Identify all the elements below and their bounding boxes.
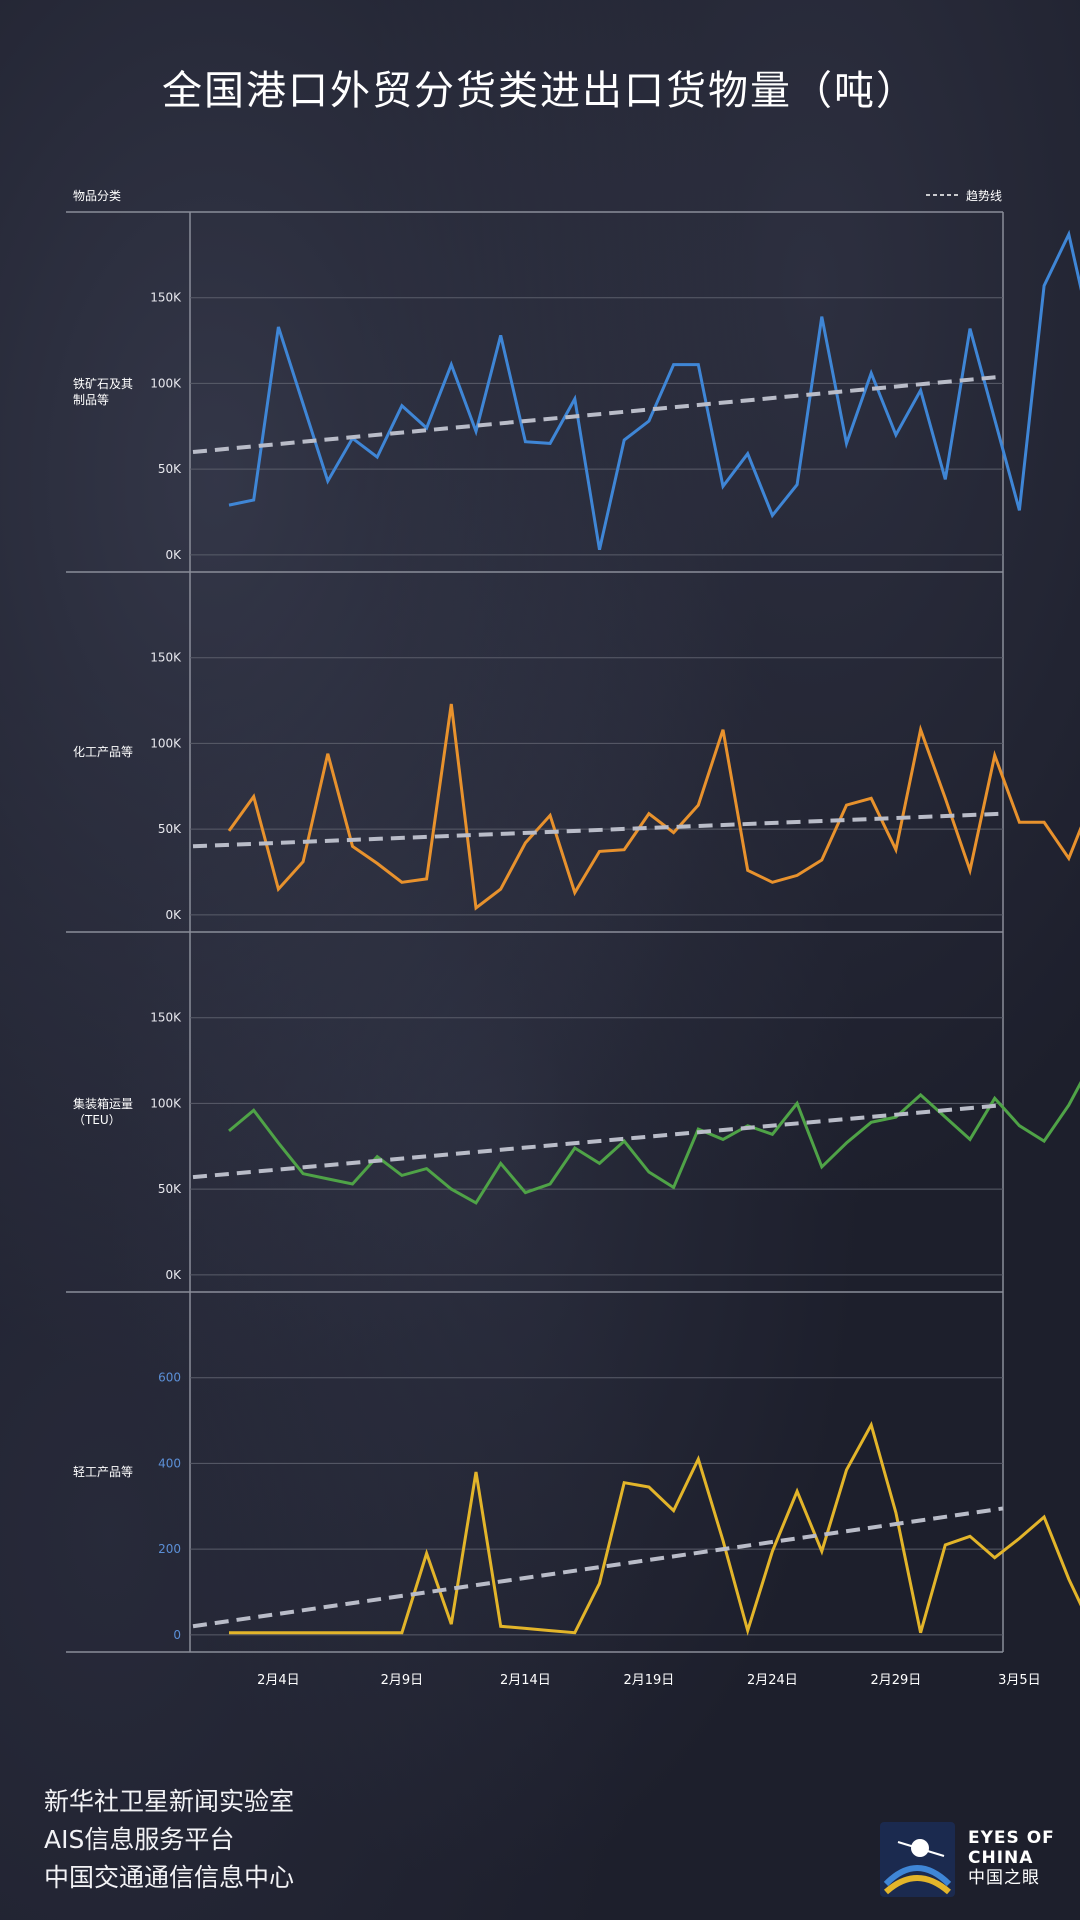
category-header: 物品分类 [73,189,121,203]
x-tick-label: 2月29日 [870,1673,921,1688]
logo-line-1: EYES OF [968,1828,1055,1848]
source-line-3: 中国交通通信信息中心 [44,1863,295,1892]
x-tick-label: 2月4日 [257,1673,300,1688]
x-tick-label: 2月19日 [623,1673,674,1688]
y-tick-label: 50K [158,462,182,476]
satellite-logo-icon [880,1822,955,1897]
y-tick-label: 100K [150,376,182,390]
x-tick-label: 2月24日 [747,1673,798,1688]
category-label: 集装箱运量 [73,1096,133,1111]
y-tick-label: 0K [165,908,182,922]
category-label: 铁矿石及其 [73,377,133,391]
category-label: 化工产品等 [73,745,133,759]
y-tick-label: 400 [158,1456,181,1470]
x-tick-label: 2月9日 [381,1673,424,1688]
trend-line [192,1506,1004,1629]
chart-title: 全国港口外贸分货类进出口货物量（吨） [162,68,918,114]
y-tick-label: 50K [158,822,182,836]
series-line [228,229,1080,551]
y-tick-label: 100K [150,736,182,750]
eyes-of-china-logo: EYES OF CHINA 中国之眼 [880,1822,1060,1897]
trend-line [192,374,1004,454]
y-tick-label: 150K [150,291,182,305]
logo-line-2: CHINA [968,1848,1034,1868]
source-line-2: AIS信息服务平台 [44,1825,235,1854]
category-label: 制品等 [73,393,109,407]
y-tick-label: 50K [158,1182,182,1196]
logo-line-3: 中国之眼 [968,1868,1040,1888]
x-tick-label: 3月5日 [998,1673,1041,1688]
source-line-1: 新华社卫星新闻实验室 [44,1787,295,1816]
y-tick-label: 600 [158,1371,181,1385]
series-line [228,1080,1080,1205]
series-line [229,1420,1080,1636]
category-label: （TEU） [73,1113,121,1127]
x-tick-label: 2月14日 [500,1673,551,1688]
y-tick-label: 0K [165,548,182,562]
source-credits: 新华社卫星新闻实验室 AIS信息服务平台 中国交通通信信息中心 [44,1783,294,1897]
y-tick-label: 0K [165,1268,182,1282]
y-tick-label: 150K [150,1011,182,1025]
trend-legend-label: 趋势线 [966,189,1002,203]
category-label: 轻工产品等 [73,1465,133,1479]
series-line [227,703,1080,911]
y-tick-label: 0 [173,1628,181,1642]
y-tick-label: 200 [158,1542,181,1556]
trend-line [192,811,1004,849]
trend-line [192,1103,1004,1180]
y-tick-label: 100K [150,1096,182,1110]
y-tick-label: 150K [150,651,182,665]
